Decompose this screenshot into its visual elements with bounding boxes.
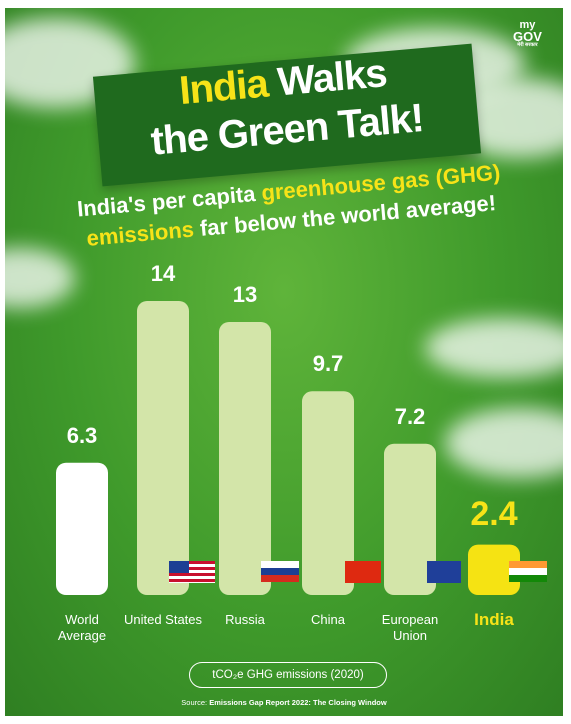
source-text: Emissions Gap Report 2022: The Closing W… xyxy=(209,698,387,707)
x-tick-label: European Union xyxy=(381,612,439,643)
value-label: 9.7 xyxy=(312,351,344,377)
flag-russia xyxy=(261,561,299,582)
cloud xyxy=(425,318,563,378)
x-tick-label: China xyxy=(311,612,345,627)
flag-india xyxy=(509,561,547,582)
flag-china xyxy=(345,561,381,583)
unit-label: tCO₂e GHG emissions (2020) xyxy=(189,662,387,688)
value-label: 7.2 xyxy=(394,403,426,429)
x-tick-label: United States xyxy=(123,612,203,627)
flag-eu xyxy=(427,561,461,583)
logo-text: my xyxy=(519,19,536,31)
value-label: 2.4 xyxy=(470,494,518,533)
logo-text: मेरी सरकार xyxy=(517,42,538,48)
infographic: my GOV मेरी सरकार India Walks the Green … xyxy=(5,8,563,716)
bar xyxy=(384,443,436,595)
x-tick-label: India xyxy=(474,610,514,629)
value-label: 6.3 xyxy=(66,422,98,448)
bar xyxy=(468,544,520,595)
cloud xyxy=(445,408,563,478)
x-tick-label: World Average xyxy=(57,612,107,643)
flags xyxy=(169,561,547,583)
x-tick-label: Russia xyxy=(225,612,265,627)
bar xyxy=(302,391,354,595)
bar xyxy=(219,322,271,595)
flag-us xyxy=(169,561,215,583)
logo: my GOV मेरी सरकार xyxy=(513,20,542,49)
source: Source: Emissions Gap Report 2022: The C… xyxy=(5,698,563,707)
bar xyxy=(56,462,108,595)
logo-text: GOV xyxy=(513,29,542,44)
value-label: 13 xyxy=(232,282,258,307)
chart xyxy=(56,301,547,595)
source-label: Source: xyxy=(181,698,208,707)
value-label: 14 xyxy=(150,261,176,286)
bar xyxy=(137,301,189,595)
